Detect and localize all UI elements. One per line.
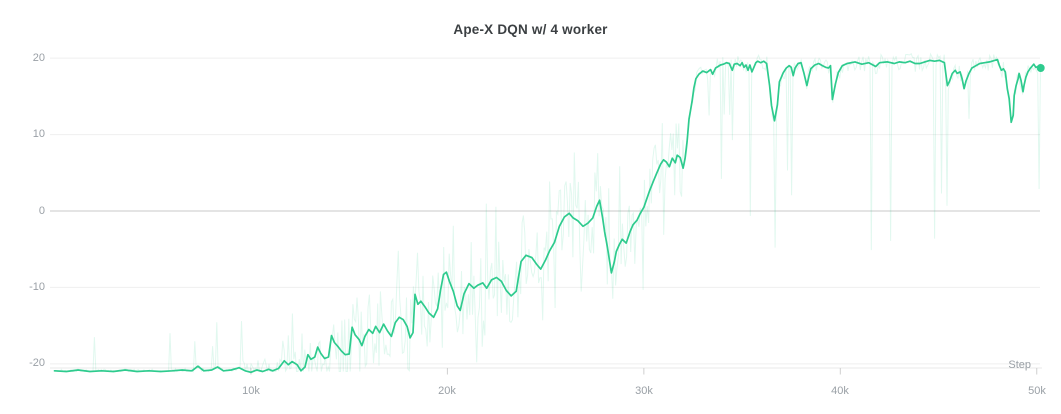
y-tick-label: 20 xyxy=(32,52,45,64)
x-tick-label: 50k xyxy=(1028,385,1046,397)
x-tick-label: 40k xyxy=(831,385,849,397)
smoothed-series-path xyxy=(53,58,1042,374)
raw-series-path xyxy=(54,52,1041,374)
x-axis-title: Step xyxy=(1008,359,1031,371)
y-tick-label: -20 xyxy=(29,357,45,369)
end-marker-dot xyxy=(1036,64,1045,72)
y-tick-label: 0 xyxy=(38,205,45,217)
x-tick-label: 30k xyxy=(635,385,653,397)
y-tick-label: -10 xyxy=(29,281,45,293)
x-tick-label: 20k xyxy=(438,385,456,397)
y-tick-label: 10 xyxy=(32,128,45,140)
x-tick-label: 10k xyxy=(242,385,260,397)
chart-title: Ape-X DQN w/ 4 worker xyxy=(453,22,608,37)
